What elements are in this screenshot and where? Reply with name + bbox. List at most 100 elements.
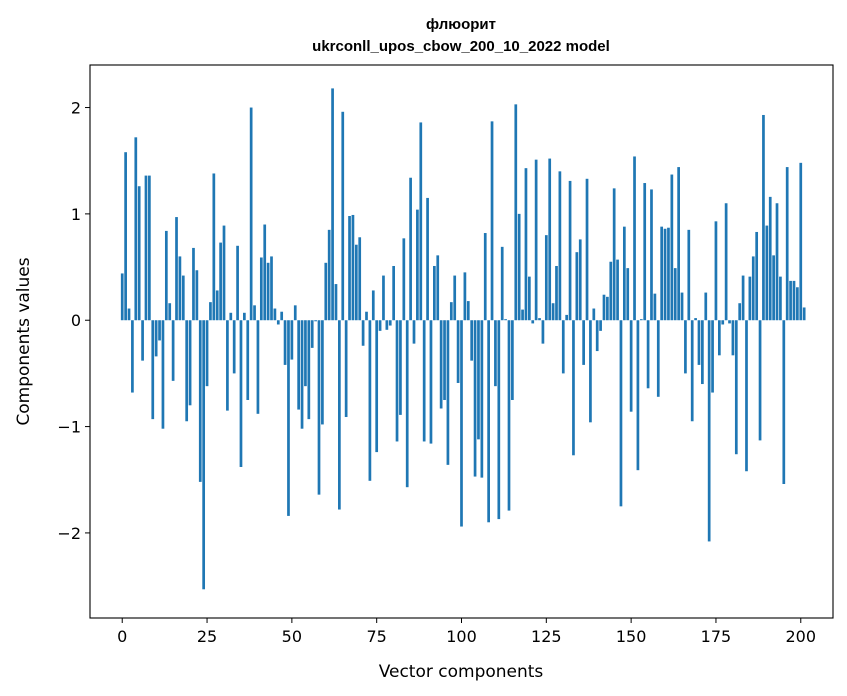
bar-20 <box>188 320 192 406</box>
bar-31 <box>226 320 229 411</box>
bar-49 <box>287 320 290 516</box>
bar-50 <box>290 320 294 360</box>
bar-151 <box>633 156 636 321</box>
bar-41 <box>259 257 263 321</box>
bar-85 <box>409 177 412 321</box>
bar-73 <box>368 320 372 481</box>
bar-115 <box>511 320 514 400</box>
bar-152 <box>636 320 640 471</box>
bar-194 <box>779 276 782 321</box>
bar-111 <box>497 320 501 520</box>
bar-193 <box>775 203 779 321</box>
bar-150 <box>629 320 633 412</box>
bar-87 <box>416 209 419 321</box>
bar-26 <box>209 302 212 321</box>
bar-184 <box>745 320 748 472</box>
bar-80 <box>392 265 395 321</box>
bar-79 <box>388 320 392 326</box>
bar-109 <box>490 121 494 321</box>
y-tick-label: −2 <box>57 524 81 543</box>
x-tick-label: 50 <box>282 627 302 646</box>
y-axis-label: Components values <box>14 257 34 425</box>
bar-14 <box>168 303 172 321</box>
bar-145 <box>612 188 616 321</box>
bar-168 <box>690 320 694 422</box>
bar-176 <box>717 320 721 356</box>
bar-117 <box>517 213 521 321</box>
bar-5 <box>137 186 141 321</box>
bar-7 <box>144 175 148 321</box>
bar-65 <box>341 111 345 321</box>
bar-160 <box>663 228 667 321</box>
bar-2 <box>127 308 131 321</box>
bar-34 <box>236 245 239 321</box>
bar-56 <box>310 320 314 348</box>
bar-12 <box>161 320 165 429</box>
bar-22 <box>195 270 199 321</box>
bar-17 <box>178 256 182 321</box>
bar-62 <box>331 88 334 321</box>
bar-120 <box>528 276 531 321</box>
bar-90 <box>426 197 429 321</box>
bar-53 <box>300 320 304 429</box>
bar-123 <box>538 318 541 321</box>
bar-38 <box>249 107 253 321</box>
bar-188 <box>758 320 762 441</box>
bar-164 <box>677 167 680 321</box>
bar-130 <box>561 320 565 374</box>
bar-107 <box>483 233 487 321</box>
bar-83 <box>402 238 406 321</box>
bar-119 <box>524 168 528 321</box>
bar-11 <box>158 320 161 341</box>
x-axis: 0 25 50 75 100 125 150 175 200 <box>117 618 816 646</box>
y-tick-label: 0 <box>71 311 81 330</box>
x-tick-label: 0 <box>117 627 127 646</box>
bar-136 <box>582 320 585 365</box>
bar-137 <box>585 178 589 321</box>
bar-48 <box>283 320 287 365</box>
bar-199 <box>796 287 799 321</box>
bar-153 <box>639 319 643 321</box>
x-tick-label: 125 <box>531 627 562 646</box>
bar-series <box>120 88 806 590</box>
bar-106 <box>480 320 484 478</box>
bar-27 <box>212 173 216 321</box>
bar-144 <box>609 261 613 321</box>
bar-8 <box>148 175 151 321</box>
bar-124 <box>541 320 545 344</box>
bar-97 <box>449 302 453 321</box>
bar-100 <box>460 320 463 527</box>
bar-45 <box>273 308 277 321</box>
bar-16 <box>175 217 178 321</box>
bar-172 <box>704 292 708 321</box>
bar-92 <box>433 265 436 321</box>
x-tick-label: 25 <box>197 627 217 646</box>
bar-128 <box>555 265 558 321</box>
bar-170 <box>697 320 701 365</box>
bar-181 <box>734 320 738 455</box>
bar-77 <box>382 275 385 321</box>
bar-47 <box>280 311 284 321</box>
bar-35 <box>239 320 243 467</box>
bar-198 <box>792 280 796 321</box>
bar-133 <box>572 320 575 456</box>
bar-174 <box>711 320 714 393</box>
bar-104 <box>473 320 477 477</box>
bar-3 <box>131 320 134 393</box>
bar-51 <box>293 305 297 321</box>
bar-29 <box>219 242 222 321</box>
bar-156 <box>650 189 653 321</box>
bar-146 <box>616 259 619 321</box>
bar-96 <box>446 320 450 465</box>
bar-142 <box>602 294 606 321</box>
bar-112 <box>500 246 504 321</box>
bar-127 <box>551 303 555 321</box>
bar-135 <box>578 239 582 321</box>
bar-141 <box>599 320 602 331</box>
bar-108 <box>487 320 490 523</box>
bar-179 <box>728 320 731 324</box>
bar-59 <box>321 320 324 425</box>
bar-30 <box>222 225 226 321</box>
bar-200 <box>799 162 803 321</box>
bar-54 <box>304 320 307 387</box>
